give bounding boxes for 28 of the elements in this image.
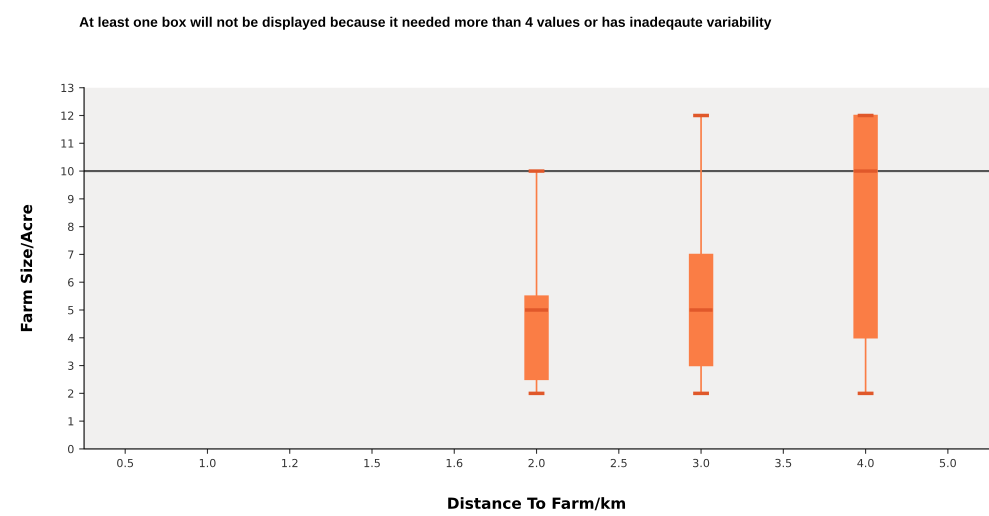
x-tick-label: 3.5 <box>775 458 792 468</box>
x-tick-label: 1.0 <box>200 458 216 468</box>
x-tick-label: 1.2 <box>282 458 298 468</box>
y-tick-label: 8 <box>68 222 74 232</box>
x-tick-label: 3.0 <box>693 458 710 468</box>
x-tick-label: 1.6 <box>446 458 462 468</box>
x-tick-label: 2.0 <box>528 458 545 468</box>
y-tick-label: 11 <box>61 139 74 148</box>
y-tick-label: 7 <box>68 250 74 259</box>
x-tick-label: 4.0 <box>857 458 874 468</box>
x-tick-label: 1.5 <box>364 458 380 468</box>
x-axis-title: Distance To Farm/km <box>448 497 626 510</box>
x-tick-label: 2.5 <box>610 458 627 468</box>
y-tick-label: 4 <box>68 334 74 342</box>
x-tick-label: 5.0 <box>940 458 956 468</box>
y-axis-title: Farm Size/Acre <box>20 204 34 332</box>
y-tick-label: 10 <box>61 167 74 176</box>
y-tick-label: 2 <box>68 389 74 398</box>
y-tick-label: 1 <box>68 417 74 426</box>
y-tick-label: 12 <box>61 111 74 120</box>
y-tick-label: 0 <box>68 444 74 454</box>
x-tick-label: 0.5 <box>117 458 134 468</box>
y-tick-label: 9 <box>68 194 74 204</box>
y-tick-label: 5 <box>68 306 74 314</box>
y-tick-label: 6 <box>68 278 74 287</box>
chart-title: At least one box will not be displayed because it needed more than 4 values or has inadeqaute variability <box>79 16 772 30</box>
y-tick-label: 3 <box>68 362 74 370</box>
y-tick-label: 13 <box>61 84 74 92</box>
